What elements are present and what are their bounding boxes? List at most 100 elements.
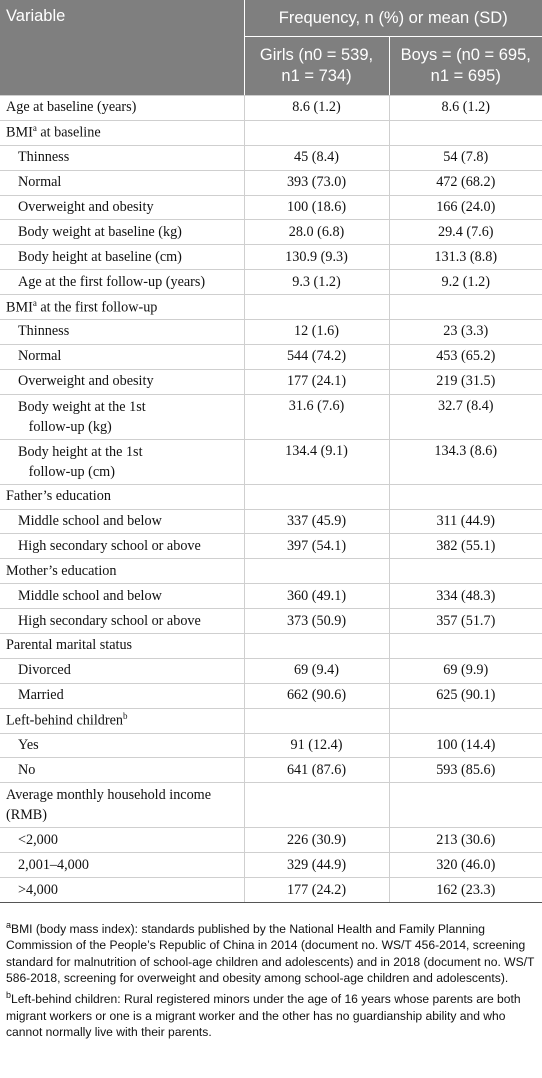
- girls-value: [243, 558, 389, 585]
- boys-value: 213 (30.6): [388, 827, 542, 854]
- boys-value: 8.6 (1.2): [388, 95, 542, 121]
- table-row: Parental marital status: [0, 633, 542, 659]
- boys-value: [388, 294, 542, 321]
- footnote-a-text: BMI (body mass index): standards publish…: [6, 922, 535, 985]
- row-label-line2: follow-up (cm): [28, 463, 115, 480]
- girls-value: [243, 120, 389, 146]
- boys-value: 334 (48.3): [388, 583, 542, 610]
- row-label-line2: follow-up (kg): [28, 418, 112, 435]
- header-boys-line1: Boys = (n0 = 695,: [400, 46, 531, 64]
- footnote-b: bLeft-behind children: Rural registered …: [6, 987, 536, 1040]
- row-label: >4,000: [0, 877, 244, 904]
- girls-value: [243, 782, 389, 829]
- row-label: Thinness: [0, 319, 244, 345]
- girls-value: 177 (24.2): [243, 877, 389, 904]
- table-row: Divorced 69 (9.4) 69 (9.9): [0, 658, 542, 684]
- row-label: High secondary school or above: [0, 608, 244, 635]
- table-row: Middle school and below 337 (45.9) 311 (…: [0, 509, 542, 535]
- header-frequency: Frequency, n (%) or mean (SD): [244, 0, 542, 37]
- row-label: No: [0, 757, 244, 784]
- header-variable: Variable: [0, 0, 245, 96]
- girls-value: 662 (90.6): [243, 683, 389, 709]
- boys-value: 382 (55.1): [388, 533, 542, 560]
- table-row: Married 662 (90.6) 625 (90.1): [0, 683, 542, 709]
- header-girls-line2: n1 = 734): [281, 67, 352, 85]
- girls-value: 45 (8.4): [243, 145, 389, 171]
- girls-value: 91 (12.4): [243, 733, 389, 759]
- row-label: Mother’s education: [0, 558, 244, 585]
- row-label: Left-behind childrenb: [0, 708, 244, 734]
- girls-value: 69 (9.4): [243, 658, 389, 684]
- footnote-mark: a: [32, 297, 37, 308]
- boys-value: [388, 708, 542, 734]
- girls-value: 226 (30.9): [243, 827, 389, 854]
- header-boys-line2: n1 = 695): [430, 67, 501, 85]
- girls-value: 134.4 (9.1): [243, 439, 389, 485]
- girls-value: 544 (74.2): [243, 344, 389, 370]
- boys-value: 311 (44.9): [388, 509, 542, 535]
- table-row: Age at the first follow-up (years) 9.3 (…: [0, 269, 542, 296]
- table-row: Thinness 12 (1.6) 23 (3.3): [0, 319, 542, 345]
- table-row: Yes 91 (12.4) 100 (14.4): [0, 733, 542, 759]
- row-label-line2: (RMB): [6, 807, 47, 824]
- boys-value: 23 (3.3): [388, 319, 542, 345]
- row-label-text: Left-behind children: [6, 713, 123, 730]
- row-label: Normal: [0, 170, 244, 196]
- footnote-b-mark: b: [6, 990, 12, 1001]
- girls-value: 31.6 (7.6): [243, 394, 389, 440]
- girls-value: 397 (54.1): [243, 533, 389, 560]
- footnotes: aBMI (body mass index): standards publis…: [6, 917, 536, 1041]
- boys-value: 625 (90.1): [388, 683, 542, 709]
- table-row: No 641 (87.6) 593 (85.6): [0, 757, 542, 784]
- row-label-text: BMI: [6, 125, 33, 142]
- boys-value: 166 (24.0): [388, 195, 542, 221]
- girls-value: 641 (87.6): [243, 757, 389, 784]
- table-row: High secondary school or above 397 (54.1…: [0, 533, 542, 560]
- row-label: Body height at baseline (cm): [0, 244, 244, 271]
- table-row: Left-behind childrenb: [0, 708, 542, 734]
- row-label: Body height at the 1st follow-up (cm): [0, 439, 244, 485]
- table-row: <2,000 226 (30.9) 213 (30.6): [0, 827, 542, 854]
- row-label: Yes: [0, 733, 244, 759]
- table-row: Normal 393 (73.0) 472 (68.2): [0, 170, 542, 196]
- row-label: 2,001–4,000: [0, 852, 244, 879]
- boys-value: 320 (46.0): [388, 852, 542, 879]
- row-label: Overweight and obesity: [0, 195, 244, 221]
- table-row: Body weight at the 1st follow-up (kg) 31…: [0, 394, 542, 440]
- header-girls-line1: Girls (n0 = 539,: [259, 46, 374, 64]
- girls-value: 393 (73.0): [243, 170, 389, 196]
- girls-value: [243, 294, 389, 321]
- boys-value: 162 (23.3): [388, 877, 542, 904]
- girls-value: 360 (49.1): [243, 583, 389, 610]
- table-row: Body height at the 1st follow-up (cm) 13…: [0, 439, 542, 485]
- boys-value: [388, 484, 542, 510]
- footnote-a: aBMI (body mass index): standards publis…: [6, 917, 536, 986]
- footnote-mark: b: [123, 711, 128, 722]
- table-row: Mother’s education: [0, 558, 542, 585]
- row-label-line1: Body weight at the 1st: [18, 398, 146, 415]
- row-label: Divorced: [0, 658, 244, 684]
- table-row: >4,000 177 (24.2) 162 (23.3): [0, 877, 542, 904]
- table-row: 2,001–4,000 329 (44.9) 320 (46.0): [0, 852, 542, 879]
- row-label-text: BMI: [6, 299, 33, 316]
- row-label: Body weight at baseline (kg): [0, 219, 244, 246]
- row-label: High secondary school or above: [0, 533, 244, 560]
- girls-value: 329 (44.9): [243, 852, 389, 879]
- header-boys: Boys = (n0 = 695, n1 = 695): [389, 36, 542, 96]
- row-label: Overweight and obesity: [0, 369, 244, 395]
- girls-value: 28.0 (6.8): [243, 219, 389, 246]
- girls-value: 373 (50.9): [243, 608, 389, 635]
- table-row: Body height at baseline (cm) 130.9 (9.3)…: [0, 244, 542, 271]
- demographics-table: Variable Frequency, n (%) or mean (SD) G…: [0, 0, 542, 904]
- row-label: BMIa at the first follow-up: [0, 294, 244, 321]
- row-label: Age at baseline (years): [0, 95, 244, 121]
- girls-value: [243, 708, 389, 734]
- row-label: Middle school and below: [0, 509, 244, 535]
- boys-value: [388, 120, 542, 146]
- girls-value: 9.3 (1.2): [243, 269, 389, 296]
- table-row: Thinness 45 (8.4) 54 (7.8): [0, 145, 542, 171]
- boys-value: 357 (51.7): [388, 608, 542, 635]
- girls-value: 177 (24.1): [243, 369, 389, 395]
- table-row: Age at baseline (years) 8.6 (1.2) 8.6 (1…: [0, 95, 542, 121]
- row-label-line1: Average monthly household income: [6, 787, 212, 804]
